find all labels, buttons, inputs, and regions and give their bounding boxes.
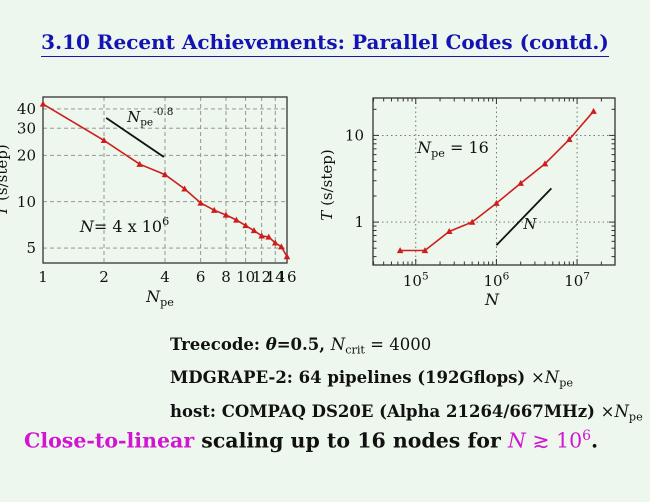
data-marker: [136, 160, 143, 167]
text-segment: host: COMPAQ DS20E (Alpha 21264/667MHz): [170, 401, 601, 421]
data-marker: [233, 216, 240, 223]
text-segment: 6: [582, 428, 592, 444]
data-marker: [100, 136, 108, 143]
data-marker: [271, 239, 279, 246]
text-segment: N: [614, 401, 629, 421]
x-tick-label: 105: [403, 270, 429, 290]
x-tick-label: 107: [564, 270, 590, 290]
x-tick-label: 12: [252, 268, 271, 286]
text-segment: scaling up to 16 nodes for: [194, 428, 508, 453]
data-marker: [468, 218, 476, 225]
text-segment: pe: [628, 410, 643, 424]
data-marker: [265, 233, 273, 240]
text-segment: N: [330, 335, 346, 354]
title-row: 3.10 Recent Achievements: Parallel Codes…: [0, 30, 650, 57]
text-segment: 10: [556, 428, 583, 453]
guide-label: N: [522, 215, 537, 233]
y-tick-label: 40: [17, 100, 36, 118]
text-segment: θ: [265, 335, 277, 354]
data-marker: [517, 179, 525, 186]
data-series: [39, 100, 291, 260]
x-axis-label: Npe: [145, 287, 174, 309]
x-axis-label: N: [484, 290, 500, 309]
series-line: [42, 103, 288, 257]
tick-marks: [373, 98, 615, 265]
y-tick-label: 5: [26, 239, 36, 257]
data-marker: [421, 247, 429, 254]
data-marker: [181, 185, 188, 192]
x-tick-label: 6: [196, 268, 206, 286]
spec-line-mdgrape: MDGRAPE-2: 64 pipelines (192Gflops) ×Npe: [170, 364, 643, 397]
data-marker: [210, 206, 218, 213]
y-tick-label: 10: [345, 126, 364, 144]
text-segment: ≳: [525, 428, 557, 453]
text-segment: crit: [345, 343, 365, 357]
data-marker: [396, 247, 404, 254]
data-marker: [445, 228, 453, 235]
left-chart: 1246810121416510203040NpeT (s/step)Npe-0…: [0, 96, 297, 309]
grid: [373, 98, 615, 265]
text-segment: MDGRAPE-2: 64 pipelines (192Gflops): [170, 368, 531, 388]
x-tick-label: 2: [99, 268, 109, 286]
data-marker: [222, 211, 230, 218]
text-segment: ×: [600, 401, 615, 421]
spec-line-host: host: COMPAQ DS20E (Alpha 21264/667MHz) …: [170, 398, 643, 431]
y-tick-label: 10: [17, 193, 36, 211]
text-segment: Treecode:: [170, 335, 266, 354]
guide-line: [105, 117, 165, 158]
conclusion-text: Close-to-linear scaling up to 16 nodes f…: [24, 428, 598, 453]
hardware-specs: Treecode: θ=0.5, Ncrit = 4000 MDGRAPE-2:…: [170, 331, 643, 431]
y-tick-label: 20: [17, 146, 36, 164]
y-tick-label: 30: [17, 119, 36, 137]
x-tick-label: 16: [277, 268, 296, 286]
text-segment: N: [544, 368, 560, 388]
plot-frame: [372, 97, 616, 266]
text-segment: = 4000: [364, 335, 432, 354]
data-marker: [283, 253, 291, 260]
right-chart: 105 106 107 1 10 N T (s/step) Npe = 16 N: [320, 97, 616, 309]
x-tick-label: 1: [38, 268, 48, 286]
data-marker: [278, 243, 285, 250]
y-tick-label: 1: [354, 213, 364, 231]
x-tick-label: 8: [221, 268, 231, 286]
data-series: [396, 107, 597, 254]
n-value-label: N= 4 x 106: [79, 215, 169, 236]
npe-label: Npe = 16: [416, 138, 489, 160]
data-marker: [590, 107, 597, 114]
text-segment: N: [507, 428, 526, 453]
data-marker: [541, 160, 549, 167]
x-tick-label: 14: [266, 268, 285, 286]
text-segment: Close-to-linear: [24, 428, 195, 453]
text-segment: .: [591, 428, 599, 453]
slope-label: Npe-0.8: [126, 106, 173, 129]
data-marker: [258, 232, 265, 239]
data-marker: [161, 171, 169, 178]
x-tick-label: 10: [236, 268, 255, 286]
spec-line-treecode: Treecode: θ=0.5, Ncrit = 4000: [170, 331, 643, 364]
guide-line: [495, 187, 553, 246]
data-marker: [250, 227, 258, 234]
text-segment: pe: [559, 376, 574, 390]
y-axis-label: T (s/step): [0, 144, 11, 215]
data-marker: [197, 199, 204, 206]
text-segment: =0.5,: [276, 335, 331, 354]
plot-frame: [42, 96, 288, 264]
page-title: 3.10 Recent Achievements: Parallel Codes…: [41, 30, 609, 57]
x-tick-label: 106: [484, 270, 510, 290]
grid: [42, 97, 288, 263]
y-axis-label: T (s/step): [320, 149, 336, 220]
data-marker: [242, 222, 249, 229]
x-tick-label: 4: [160, 268, 170, 286]
data-marker: [565, 135, 573, 142]
data-marker: [493, 199, 500, 206]
text-segment: ×: [530, 368, 545, 388]
data-marker: [39, 100, 47, 107]
